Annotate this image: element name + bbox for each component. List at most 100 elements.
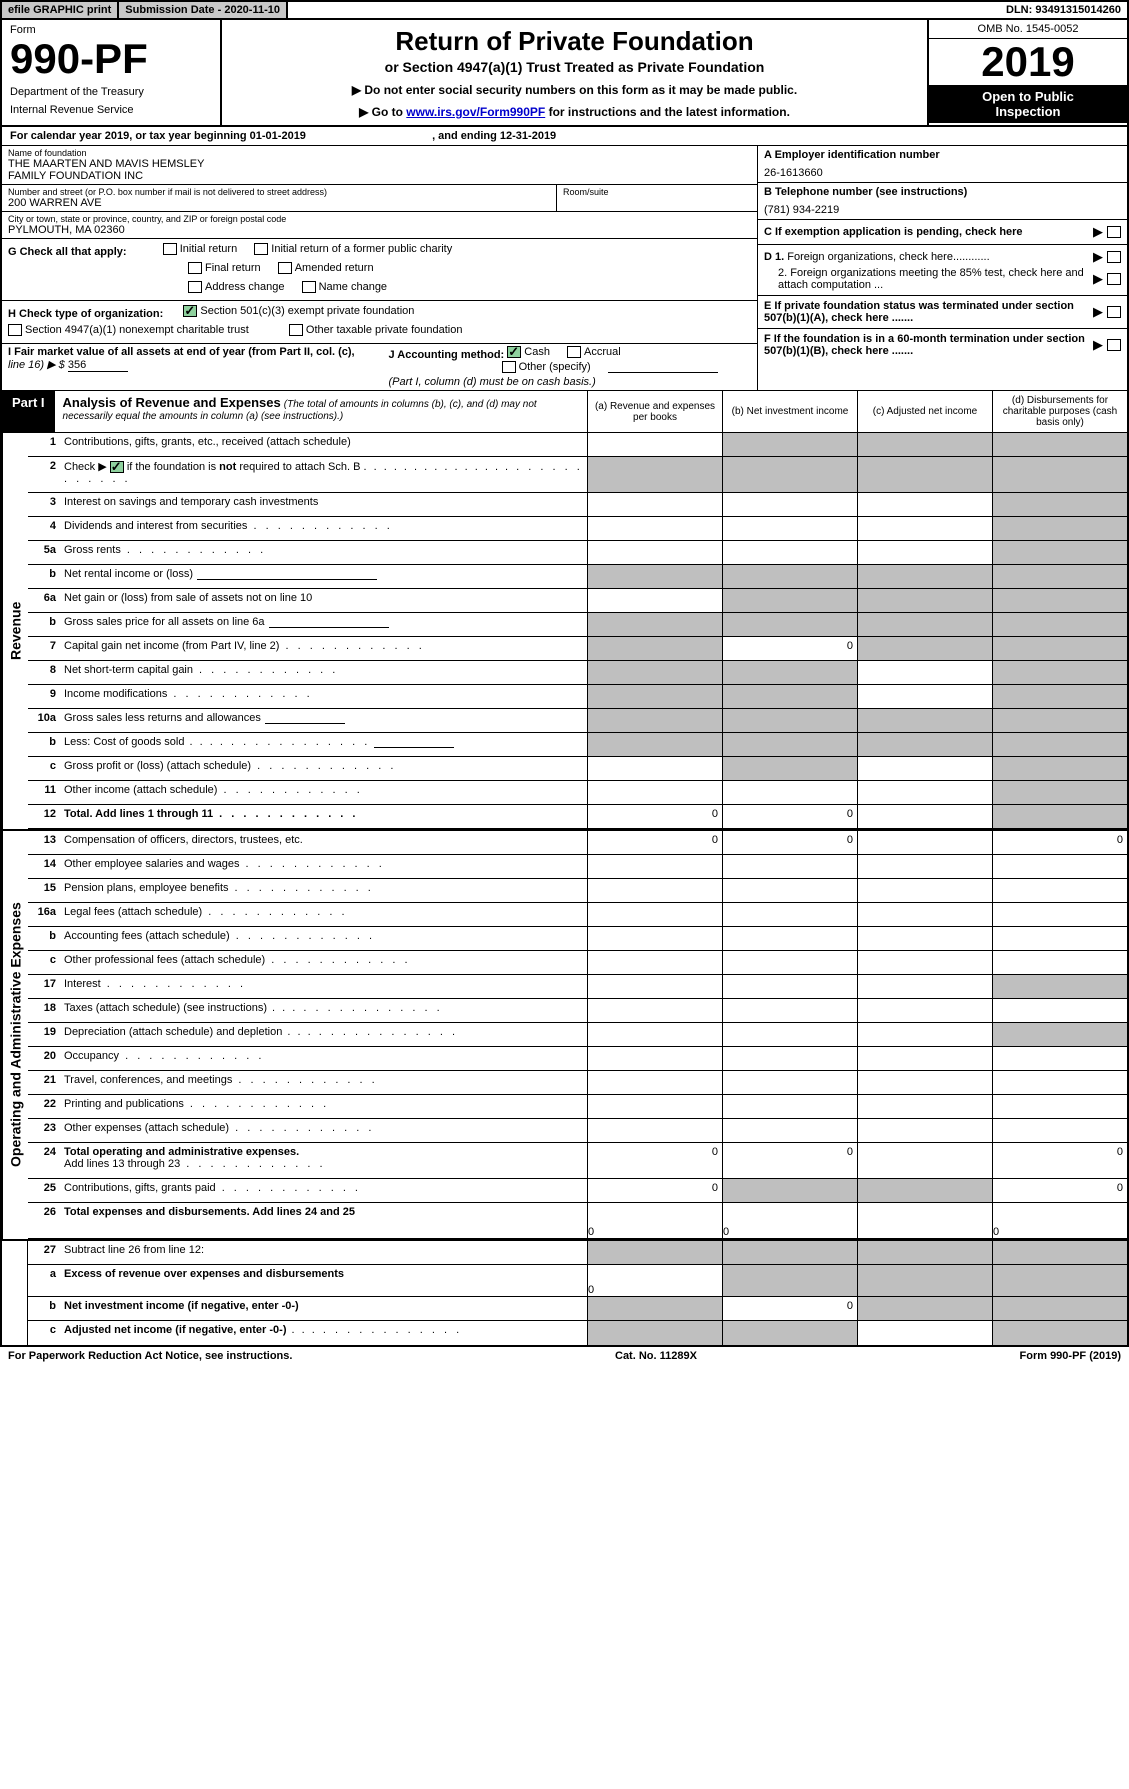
cell-b <box>722 975 857 998</box>
cell-b: 0 <box>722 831 857 854</box>
cell-d <box>992 589 1127 612</box>
line-no: 27 <box>28 1241 62 1264</box>
arrow-icon: ▶ <box>1093 337 1103 353</box>
line-9: 9 Income modifications <box>28 685 1127 709</box>
revenue-section: Revenue 1 Contributions, gifts, grants, … <box>2 433 1127 829</box>
j-cash[interactable]: Cash <box>507 346 550 358</box>
l7-text: Capital gain net income (from Part IV, l… <box>64 640 279 652</box>
j-other[interactable]: Other (specify) <box>502 361 591 373</box>
cell-b <box>722 855 857 878</box>
cell-d <box>992 1297 1127 1320</box>
l5b-input[interactable] <box>197 568 377 580</box>
name-value2: FAMILY FOUNDATION INC <box>8 170 751 182</box>
form-ref-post: (2019) <box>1086 1350 1121 1362</box>
line-desc: Interest <box>62 975 587 998</box>
room-field: Room/suite <box>557 185 757 211</box>
addr-label: Number and street (or P.O. box number if… <box>8 187 550 197</box>
line-16a: 16a Legal fees (attach schedule) <box>28 903 1127 927</box>
cell-b <box>722 1095 857 1118</box>
i-value: 356 <box>68 359 128 372</box>
checkbox-icon[interactable] <box>1107 273 1121 285</box>
cell-a <box>587 855 722 878</box>
line-desc: Capital gain net income (from Part IV, l… <box>62 637 587 660</box>
h-501c3[interactable]: Section 501(c)(3) exempt private foundat… <box>183 305 414 317</box>
cell-d <box>992 1119 1127 1142</box>
cell-c <box>857 613 992 636</box>
paperwork-notice: For Paperwork Reduction Act Notice, see … <box>8 1350 292 1362</box>
checkbox-icon[interactable] <box>1107 251 1121 263</box>
cell-c <box>857 903 992 926</box>
h-other-taxable[interactable]: Other taxable private foundation <box>289 324 463 336</box>
dots <box>184 1098 329 1110</box>
instructions-link[interactable]: www.irs.gov/Form990PF <box>406 105 545 119</box>
line-desc: Other employee salaries and wages <box>62 855 587 878</box>
j-accrual[interactable]: Accrual <box>567 346 621 358</box>
submission-date: Submission Date - 2020-11-10 <box>119 2 288 18</box>
line-desc: Subtract line 26 from line 12: <box>62 1241 587 1264</box>
cell-a <box>587 733 722 756</box>
address-row: Number and street (or P.O. box number if… <box>2 185 757 212</box>
cell-c <box>857 951 992 974</box>
line-no: 8 <box>28 661 62 684</box>
dots <box>230 930 375 942</box>
line-27a: a Excess of revenue over expenses and di… <box>28 1265 1127 1297</box>
line-17: 17 Interest <box>28 975 1127 999</box>
cell-d <box>992 565 1127 588</box>
cell-c <box>857 589 992 612</box>
cell-c <box>857 805 992 828</box>
g-amended[interactable]: Amended return <box>278 262 374 274</box>
cell-b <box>722 685 857 708</box>
line-1: 1 Contributions, gifts, grants, etc., re… <box>28 433 1127 457</box>
j-other-input[interactable] <box>608 372 718 373</box>
section-h: H Check type of organization: Section 50… <box>2 301 757 344</box>
open-line1: Open to Public <box>931 89 1125 104</box>
street-field: Number and street (or P.O. box number if… <box>2 185 557 211</box>
line-15: 15 Pension plans, employee benefits <box>28 879 1127 903</box>
cell-b: 0 <box>722 637 857 660</box>
cell-d <box>992 1265 1127 1296</box>
cell-c <box>857 975 992 998</box>
line-no: b <box>28 613 62 636</box>
d1-label: Foreign organizations, check here.......… <box>787 251 989 263</box>
efile-print-label[interactable]: efile GRAPHIC print <box>2 2 119 18</box>
cell-c <box>857 493 992 516</box>
arrow-icon: ▶ <box>1093 224 1103 240</box>
line-no: 5a <box>28 541 62 564</box>
entity-right: A Employer identification number 26-1613… <box>757 146 1127 390</box>
line-no: 26 <box>28 1203 62 1238</box>
cell-d <box>992 975 1127 998</box>
l17-text: Interest <box>64 978 101 990</box>
line-desc: Printing and publications <box>62 1095 587 1118</box>
checkbox-icon[interactable] <box>1107 226 1121 238</box>
g-name-change[interactable]: Name change <box>302 281 388 293</box>
l8-text: Net short-term capital gain <box>64 664 193 676</box>
checkbox-icon[interactable] <box>1107 339 1121 351</box>
l6b-input[interactable] <box>269 616 389 628</box>
dots <box>239 858 384 870</box>
cell-d <box>992 1321 1127 1345</box>
cell-c <box>857 565 992 588</box>
cell-d <box>992 541 1127 564</box>
cell-c <box>857 1119 992 1142</box>
submission-date-value: 2020-11-10 <box>224 4 280 16</box>
h-4947a1[interactable]: Section 4947(a)(1) nonexempt charitable … <box>8 324 249 336</box>
line-desc: Adjusted net income (if negative, enter … <box>62 1321 587 1345</box>
form-title: Return of Private Foundation <box>232 26 917 57</box>
cell-a: 0 <box>587 1265 722 1296</box>
cell-a <box>587 879 722 902</box>
line-desc: Other professional fees (attach schedule… <box>62 951 587 974</box>
line-no: 22 <box>28 1095 62 1118</box>
g-address-change[interactable]: Address change <box>188 281 285 293</box>
line-no: c <box>28 757 62 780</box>
l10a-input[interactable] <box>265 712 345 724</box>
checkbox-checked-icon[interactable] <box>110 461 124 473</box>
l10b-input[interactable] <box>374 736 454 748</box>
g-initial-return[interactable]: Initial return <box>163 243 237 255</box>
checkbox-icon[interactable] <box>1107 306 1121 318</box>
cell-a <box>587 709 722 732</box>
cell-b <box>722 709 857 732</box>
checkbox-icon <box>302 281 316 293</box>
g-initial-public[interactable]: Initial return of a former public charit… <box>254 243 452 255</box>
cell-a <box>587 685 722 708</box>
g-final-return[interactable]: Final return <box>188 262 261 274</box>
